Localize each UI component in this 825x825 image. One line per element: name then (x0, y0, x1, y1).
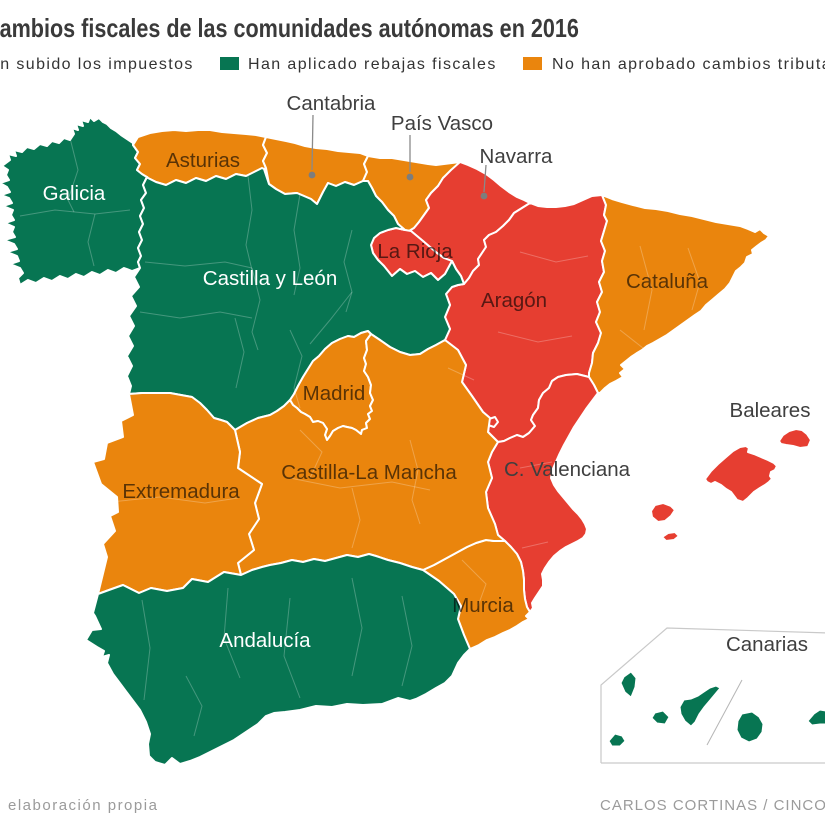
svg-text:Baleares: Baleares (730, 399, 811, 422)
svg-text:Castilla y León: Castilla y León (203, 267, 337, 290)
svg-text:Canarias: Canarias (726, 633, 808, 656)
svg-text:Extremadura: Extremadura (122, 480, 240, 503)
svg-text:Aragón: Aragón (481, 289, 547, 312)
svg-text:C. Valenciana: C. Valenciana (504, 458, 631, 481)
svg-text:Madrid: Madrid (303, 382, 366, 405)
svg-text:Murcia: Murcia (452, 594, 514, 617)
svg-text:Asturias: Asturias (166, 149, 240, 172)
svg-text:Cantabria: Cantabria (287, 92, 376, 115)
svg-text:La Rioja: La Rioja (377, 240, 453, 263)
svg-text:País Vasco: País Vasco (391, 112, 493, 135)
svg-text:Navarra: Navarra (480, 145, 554, 168)
svg-text:Andalucía: Andalucía (219, 629, 311, 652)
svg-text:Castilla-La Mancha: Castilla-La Mancha (281, 461, 457, 484)
svg-text:Cataluña: Cataluña (626, 270, 709, 293)
svg-text:Galicia: Galicia (43, 182, 106, 205)
